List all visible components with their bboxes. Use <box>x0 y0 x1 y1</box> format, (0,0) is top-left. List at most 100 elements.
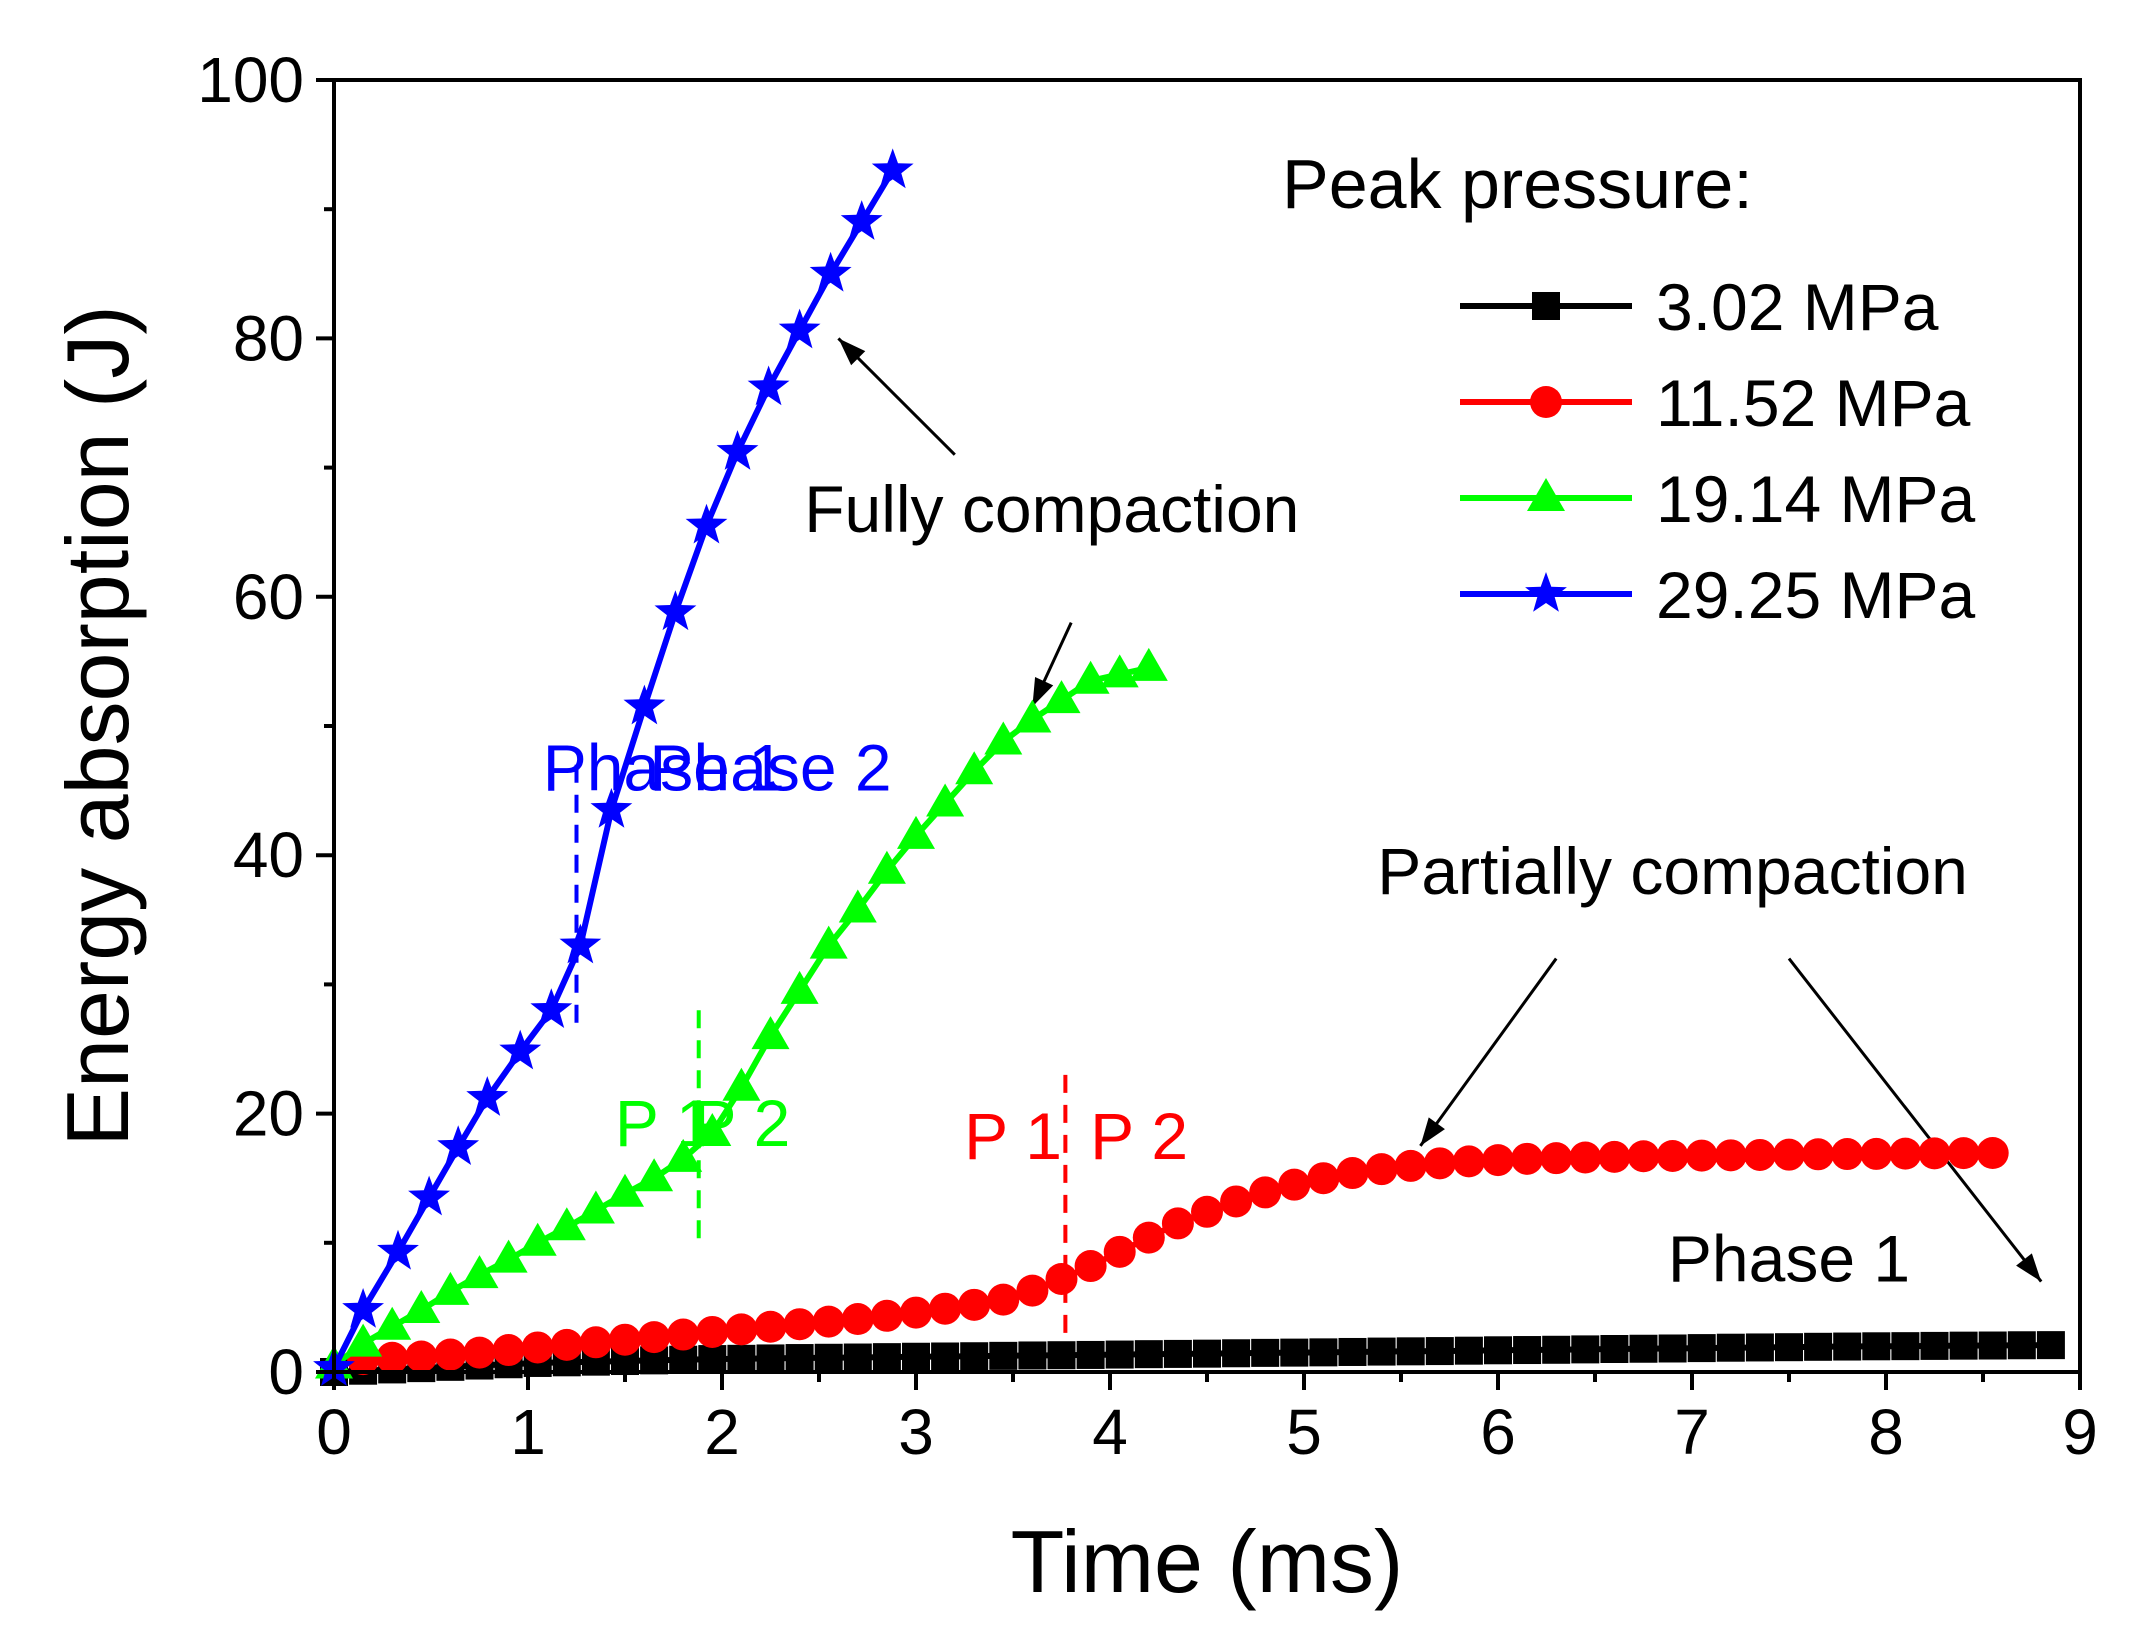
x-tick-label: 8 <box>1868 1396 1904 1468</box>
data-point <box>638 1321 671 1354</box>
series-layer <box>313 148 2065 1386</box>
data-point <box>989 1341 1018 1370</box>
legend-label: 11.52 MPa <box>1656 366 1971 440</box>
data-point <box>685 503 728 544</box>
data-point <box>579 1326 612 1359</box>
data-point <box>1047 1341 1076 1370</box>
data-point <box>1627 1140 1660 1173</box>
data-point <box>838 889 877 923</box>
annotation-arrows <box>837 337 2043 1283</box>
data-point <box>1280 1338 1309 1367</box>
data-point <box>623 684 666 725</box>
data-point <box>550 1328 583 1361</box>
data-point <box>499 1029 542 1070</box>
data-point <box>342 1288 384 1328</box>
data-point <box>434 1338 467 1371</box>
data-point <box>955 751 994 785</box>
data-point <box>1949 1331 1978 1360</box>
data-point <box>929 1292 962 1325</box>
legend-marker <box>1527 478 1565 511</box>
legend-entry: 11.52 MPa <box>1460 366 1971 440</box>
data-point <box>1336 1157 1369 1190</box>
data-point <box>1542 1335 1571 1364</box>
data-point <box>1163 1339 1192 1368</box>
data-point <box>1600 1335 1629 1364</box>
data-point <box>897 815 935 849</box>
annotation-label: Phase 2 <box>649 731 891 805</box>
data-point <box>606 1173 644 1207</box>
x-tick-label: 6 <box>1480 1396 1516 1468</box>
data-point <box>1018 1341 1047 1370</box>
data-point <box>1454 1336 1483 1365</box>
data-point <box>1629 1334 1658 1363</box>
data-point <box>1891 1332 1920 1361</box>
y-tick-label: 0 <box>268 1336 304 1408</box>
annotation-label: P 2 <box>1090 1099 1188 1173</box>
annotation-label: Phase 1 <box>543 731 785 805</box>
data-point <box>843 1343 872 1372</box>
data-point <box>960 1342 989 1371</box>
data-point <box>1045 1262 1078 1295</box>
data-point <box>1833 1332 1862 1361</box>
data-point <box>1860 1137 1893 1170</box>
annotation-label: P 2 <box>692 1086 790 1160</box>
series-1 <box>347 1137 2009 1376</box>
data-point <box>1773 1138 1805 1171</box>
data-point <box>722 1067 761 1101</box>
data-point <box>609 1323 641 1356</box>
data-point <box>1307 1162 1340 1195</box>
data-point <box>778 308 821 349</box>
data-point <box>1423 1147 1456 1180</box>
annotation-arrow <box>1419 957 1558 1147</box>
data-point <box>871 148 914 189</box>
data-point <box>751 1016 790 1050</box>
data-point <box>405 1340 438 1373</box>
data-point <box>1482 1144 1514 1177</box>
data-point <box>1978 1331 2007 1360</box>
data-point <box>1338 1337 1367 1366</box>
x-axis-label: Time (ms) <box>1011 1512 1404 1611</box>
annotation-label: Partially compaction <box>1377 834 1968 908</box>
legend-marker <box>1525 572 1567 612</box>
data-point <box>1743 1138 1776 1171</box>
data-point <box>1745 1333 1774 1362</box>
data-point <box>926 783 965 817</box>
y-tick-label: 100 <box>197 44 304 116</box>
data-point <box>867 850 906 884</box>
data-point <box>547 1207 586 1241</box>
data-point <box>1278 1168 1311 1201</box>
data-point <box>1251 1338 1280 1367</box>
data-point <box>987 1283 1020 1316</box>
arrow-head <box>1032 677 1054 707</box>
legend-marker <box>1530 386 1562 418</box>
data-point <box>431 1271 470 1305</box>
data-point <box>1365 1153 1398 1186</box>
data-point <box>785 1344 814 1373</box>
data-point <box>1367 1337 1396 1366</box>
y-tick-label: 40 <box>233 819 304 891</box>
data-point <box>931 1342 960 1371</box>
x-tick-label: 2 <box>704 1396 740 1468</box>
annotation-arrow <box>1787 957 2043 1283</box>
legend-label: 3.02 MPa <box>1656 270 1939 344</box>
data-point <box>437 1125 480 1165</box>
data-point <box>373 1306 412 1340</box>
arrow-head <box>838 338 866 366</box>
data-point <box>1013 699 1052 733</box>
data-point <box>1425 1337 1454 1366</box>
data-point <box>1394 1149 1427 1182</box>
series-0 <box>320 1331 2065 1386</box>
data-point <box>725 1313 758 1346</box>
data-point <box>1571 1335 1600 1364</box>
legend-entry: 3.02 MPa <box>1460 270 1939 344</box>
legend-entry: 29.25 MPa <box>1460 558 1975 632</box>
data-point <box>1309 1338 1338 1367</box>
data-point <box>1105 1340 1134 1369</box>
data-point <box>747 365 790 406</box>
data-point <box>667 1318 700 1351</box>
data-point <box>1513 1336 1542 1365</box>
data-point <box>1161 1207 1194 1240</box>
x-tick-label: 1 <box>510 1396 546 1468</box>
data-point <box>1656 1139 1689 1172</box>
